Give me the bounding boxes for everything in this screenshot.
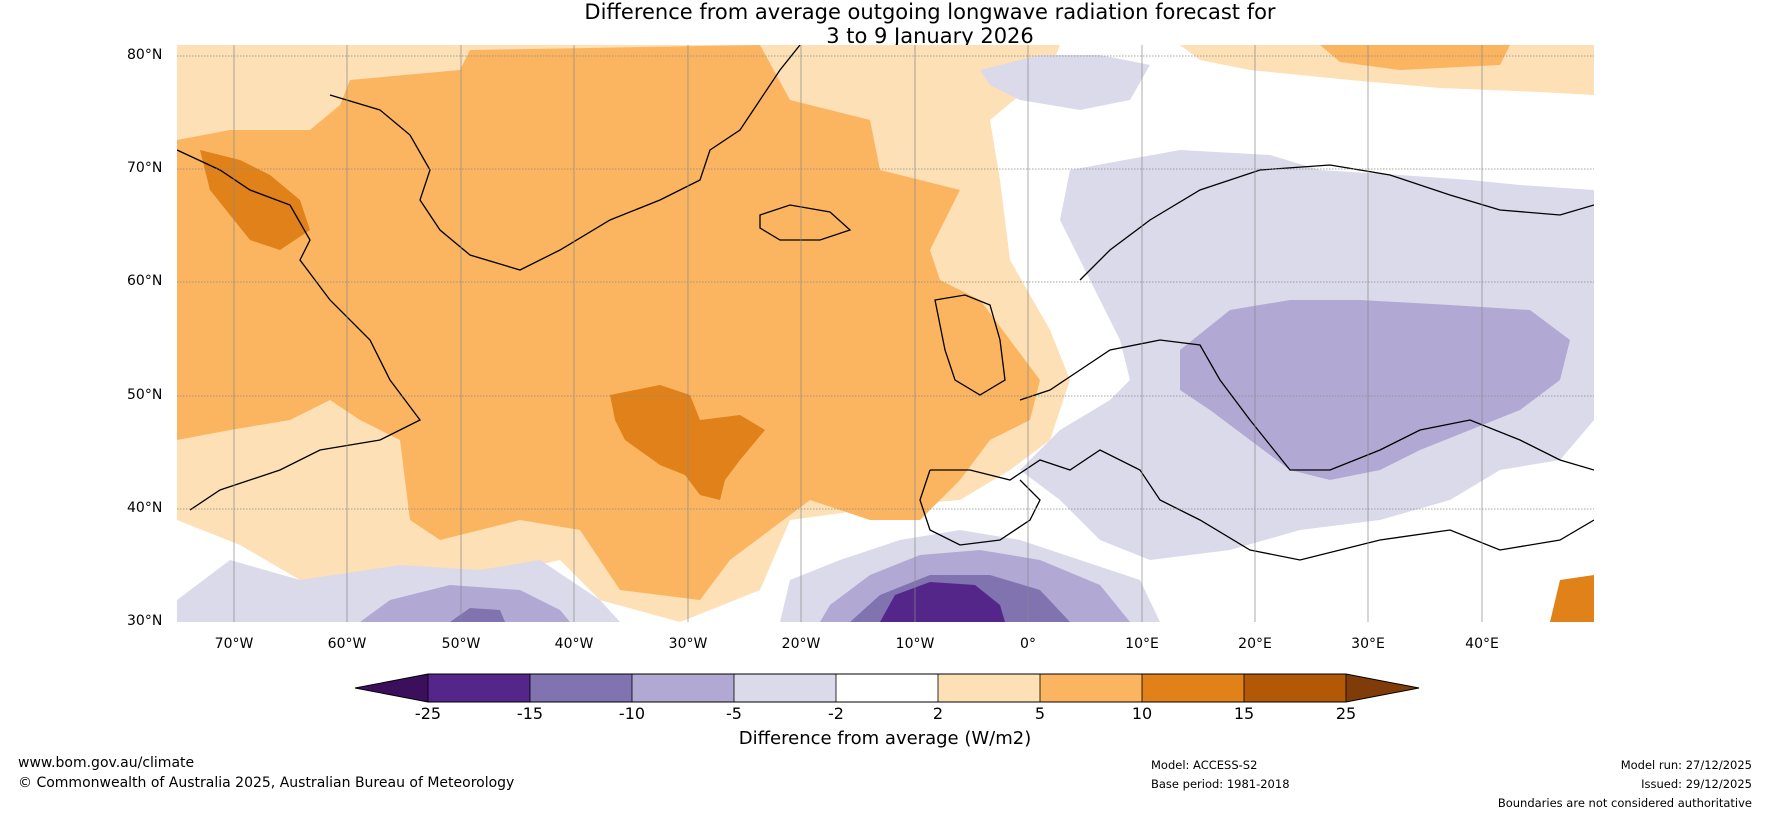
- colorbar-segment-neg5-neg2: [734, 674, 836, 702]
- anomaly-region-dark-orange-mideast: [1550, 575, 1594, 622]
- colorbar-tick: 10: [1131, 704, 1153, 723]
- footer-base-period: Base period: 1981-2018: [1151, 777, 1290, 791]
- anomaly-region-purple-central-europe: [1180, 300, 1570, 480]
- colorbar: [354, 673, 1420, 703]
- anomaly-region-purple-atlantic-south: [360, 585, 570, 622]
- lat-label-50n: 50°N: [127, 387, 163, 403]
- lon-label-60w: 60°W: [327, 636, 367, 652]
- lon-label-20e: 20°E: [1238, 636, 1272, 652]
- colorbar-segment-5-10: [1040, 674, 1142, 702]
- colorbar-segment-15-25: [1244, 674, 1346, 702]
- coastline-iceland: [759, 204, 852, 241]
- anomaly-region-orange-arctic-east: [1320, 45, 1510, 70]
- footer-issued: Issued: 29/12/2025: [1641, 777, 1752, 791]
- colorbar-label: Difference from average (W/m2): [738, 728, 1032, 749]
- lat-label-80n: 80°N: [127, 47, 163, 63]
- colorbar-tick: -25: [414, 704, 442, 723]
- colorbar-segment-neg10-neg5: [632, 674, 734, 702]
- coastline-north-america: [177, 149, 421, 511]
- anomaly-region-dark-purple-atlantic: [450, 608, 505, 622]
- colorbar-segment-neg2-2: [836, 674, 938, 702]
- footer-website: www.bom.gov.au/climate: [18, 755, 195, 771]
- lat-label-70n: 70°N: [127, 160, 163, 176]
- map-title: Difference from average outgoing longwav…: [0, 0, 1770, 48]
- lat-label-60n: 60°N: [127, 273, 163, 289]
- colorbar-segment-neg15-neg10: [530, 674, 632, 702]
- coastline-iberia: [919, 469, 1041, 546]
- colorbar-segment-neg25-neg15: [428, 674, 530, 702]
- lon-label-10e: 10°E: [1125, 636, 1159, 652]
- colorbar-segment-2-5: [938, 674, 1040, 702]
- footer-disclaimer: Boundaries are not considered authoritat…: [1497, 796, 1752, 810]
- colorbar-tick: 15: [1233, 704, 1255, 723]
- anomaly-region-deep-purple-africa: [880, 582, 1005, 622]
- colorbar-dividers: [427, 674, 1347, 702]
- lon-label-20w: 20°W: [781, 636, 821, 652]
- coastline-greenland: [329, 45, 801, 271]
- footer-model-run: Model run: 27/12/2025: [1620, 758, 1752, 772]
- lon-label-40w: 40°W: [554, 636, 594, 652]
- colorbar-tick: -2: [828, 704, 844, 723]
- graticule: [177, 55, 1594, 510]
- lon-label-10w: 10°W: [895, 636, 935, 652]
- colorbar-tick: -10: [618, 704, 646, 723]
- footer-model: Model: ACCESS-S2: [1151, 758, 1258, 772]
- title-line-2: 3 to 9 January 2026: [826, 24, 1034, 48]
- lat-label-30n: 30°N: [127, 613, 163, 629]
- colorbar-extend-low: [355, 674, 428, 702]
- anomaly-region-light-purple-arctic: [980, 55, 1150, 110]
- coastlines: [177, 45, 1594, 561]
- coastline-europe: [930, 164, 1594, 561]
- colorbar-tick: 25: [1335, 704, 1357, 723]
- colorbar-tick: 5: [1034, 704, 1046, 723]
- colorbar-tick: 2: [932, 704, 944, 723]
- colorbar-extend-high: [1346, 674, 1419, 702]
- lon-label-30e: 30°E: [1351, 636, 1385, 652]
- anomaly-region-orange-atlantic: [177, 45, 1040, 600]
- colorbar-tick: -15: [516, 704, 544, 723]
- title-line-1: Difference from average outgoing longwav…: [584, 0, 1276, 24]
- lon-label-40e: 40°E: [1465, 636, 1499, 652]
- anomaly-fields: [177, 45, 1594, 622]
- lon-label-70w: 70°W: [214, 636, 254, 652]
- lon-label-0: 0°: [1020, 636, 1036, 652]
- lat-label-40n: 40°N: [127, 500, 163, 516]
- colorbar-tick: -5: [726, 704, 742, 723]
- anomaly-region-dark-orange-midatlantic: [610, 385, 765, 500]
- lon-label-50w: 50°W: [441, 636, 481, 652]
- lon-label-30w: 30°W: [668, 636, 708, 652]
- colorbar-segment-10-15: [1142, 674, 1244, 702]
- meridians: [233, 45, 1483, 622]
- coastline-british-isles: [934, 294, 1006, 396]
- footer-copyright: © Commonwealth of Australia 2025, Austra…: [18, 775, 515, 791]
